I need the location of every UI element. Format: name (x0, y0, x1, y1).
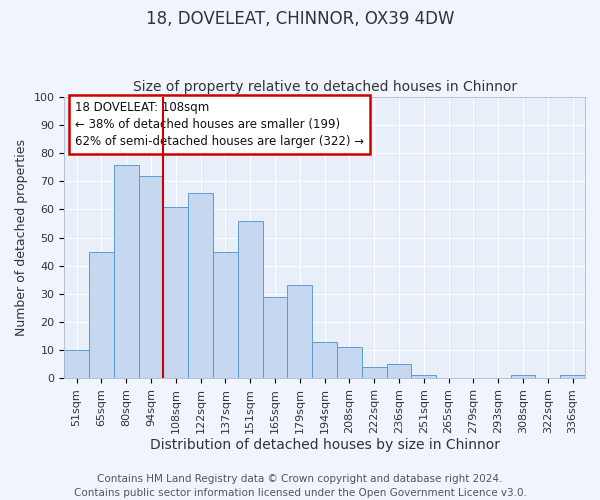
Bar (337, 347, 362, 378)
Bar (163, 206, 188, 378)
Bar (312, 342, 337, 378)
Text: Contains HM Land Registry data © Crown copyright and database right 2024.
Contai: Contains HM Land Registry data © Crown c… (74, 474, 526, 498)
Bar (64, 350, 89, 378)
Text: 18 DOVELEAT: 108sqm
← 38% of detached houses are smaller (199)
62% of semi-detac: 18 DOVELEAT: 108sqm ← 38% of detached ho… (74, 102, 364, 148)
Bar (89, 252, 114, 378)
Bar (287, 286, 312, 378)
Bar (511, 376, 535, 378)
Bar (560, 376, 585, 378)
Bar (213, 252, 238, 378)
X-axis label: Distribution of detached houses by size in Chinnor: Distribution of detached houses by size … (149, 438, 500, 452)
Bar (263, 296, 287, 378)
Bar (386, 364, 412, 378)
Bar (362, 367, 386, 378)
Y-axis label: Number of detached properties: Number of detached properties (15, 139, 28, 336)
Bar (139, 176, 163, 378)
Title: Size of property relative to detached houses in Chinnor: Size of property relative to detached ho… (133, 80, 517, 94)
Text: 18, DOVELEAT, CHINNOR, OX39 4DW: 18, DOVELEAT, CHINNOR, OX39 4DW (146, 10, 454, 28)
Bar (114, 164, 139, 378)
Bar (412, 376, 436, 378)
Bar (188, 192, 213, 378)
Bar (238, 220, 263, 378)
